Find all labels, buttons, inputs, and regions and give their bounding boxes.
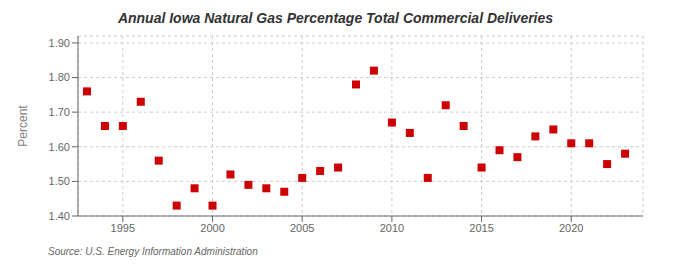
- svg-text:Percent: Percent: [16, 105, 30, 147]
- svg-text:1.60: 1.60: [49, 141, 70, 153]
- svg-text:1.40: 1.40: [49, 210, 70, 222]
- svg-text:1.90: 1.90: [49, 37, 70, 49]
- svg-text:1.80: 1.80: [49, 71, 70, 83]
- svg-text:2020: 2020: [559, 222, 583, 234]
- svg-text:1.70: 1.70: [49, 106, 70, 118]
- html-text:Annual Iowa Natural Gas Percen: Annual Iowa Natural Gas Percentage Total…: [117, 10, 554, 26]
- svg-text:2015: 2015: [469, 222, 493, 234]
- svg-text:1.50: 1.50: [49, 175, 70, 187]
- svg-text:1995: 1995: [111, 222, 135, 234]
- svg-text:2005: 2005: [290, 222, 314, 234]
- html-text:Source: U.S. Energy Informatio: Source: U.S. Energy Information Administ…: [48, 246, 258, 257]
- svg-text:2010: 2010: [380, 222, 404, 234]
- svg-text:2000: 2000: [200, 222, 224, 234]
